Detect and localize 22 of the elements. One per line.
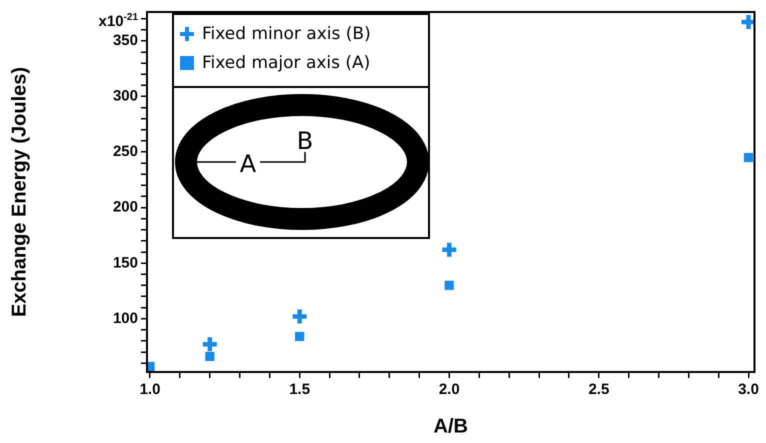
- x-tick-label: 1.5: [289, 381, 310, 398]
- y-tick-label: 200: [112, 198, 138, 216]
- text: x10$^{-21}$: [98, 12, 138, 30]
- y-axis-title: Exchange Energy (Joules): [8, 66, 31, 318]
- legend-label: Fixed minor axis (B): [202, 24, 371, 44]
- annotation: B: [296, 127, 314, 155]
- annotation: A: [240, 150, 257, 178]
- x-tick-label: 3.0: [738, 381, 759, 398]
- x-tick-label: 2.0: [438, 381, 460, 398]
- y-tick-label: 100: [112, 310, 138, 327]
- point: [444, 280, 454, 290]
- x-tick-label: 2.5: [588, 381, 610, 398]
- point: [295, 332, 304, 342]
- x-axis-title: A/B: [434, 416, 468, 438]
- y-tick-label: 250: [112, 143, 138, 160]
- point: [744, 152, 754, 162]
- y-tick-label: 300: [112, 88, 138, 105]
- legend-label: Fixed major axis (A): [202, 52, 370, 72]
- point: [205, 352, 214, 362]
- y-tick-label: 150: [112, 254, 138, 272]
- x-tick-label: 1.0: [140, 381, 160, 398]
- y-tick-label: 350: [112, 32, 138, 50]
